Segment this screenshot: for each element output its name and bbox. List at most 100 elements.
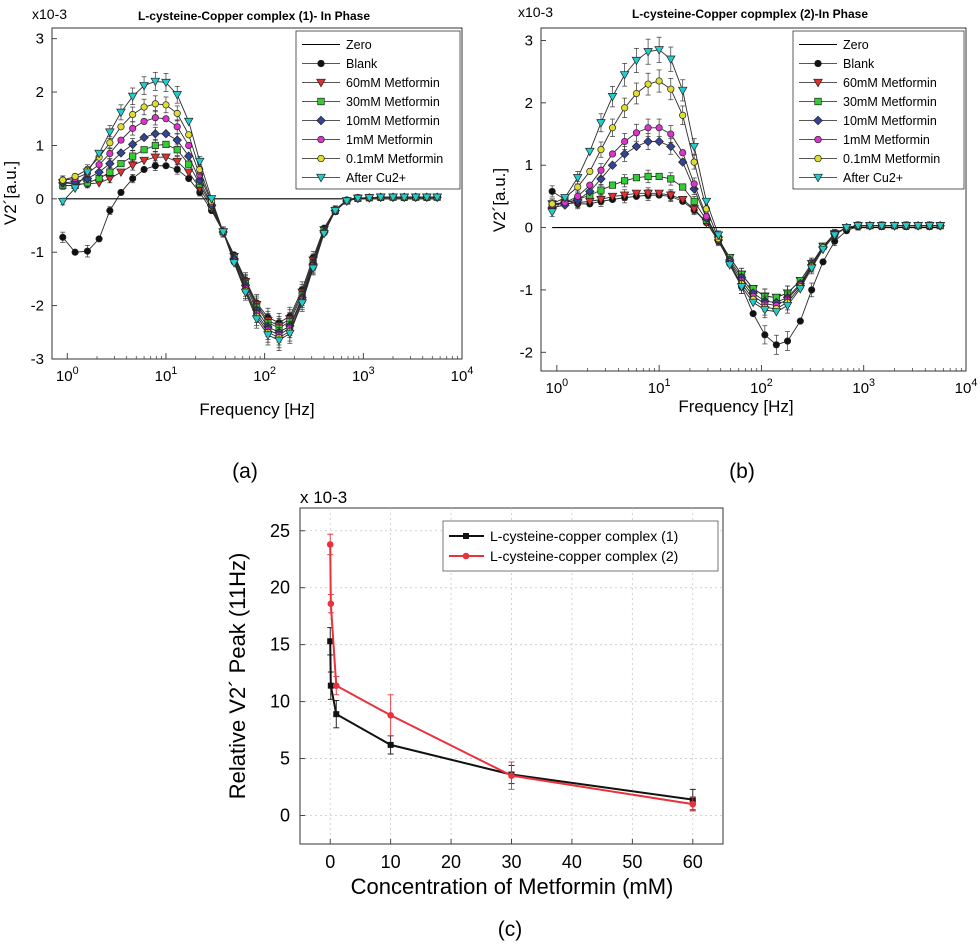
a-series-1mm-metformin-point [140, 117, 148, 125]
b-series-after-cu2-point [724, 261, 735, 270]
a-legend-0-1mm-metformin-label: 0.1mM Metformin [346, 152, 443, 166]
a-series-after-cu2-point [422, 193, 432, 203]
panel-b-exponent: x10-3 [518, 4, 553, 20]
a-series-60mm-metformin-point [139, 156, 149, 166]
a-series-after-cu2-point [319, 229, 329, 239]
b-y-tick-label: 1 [525, 157, 533, 174]
c-legend-l-cysteine-copper-complex-2-marker [462, 552, 470, 560]
c-series-l-cysteine-copper-complex-2-point [327, 600, 335, 607]
a-series-blank-point [162, 162, 170, 170]
a-series-0-1mm-metformin-point [59, 176, 67, 184]
panel-a-xlabel: Frequency [Hz] [199, 400, 314, 419]
a-series-blank-point [151, 162, 159, 170]
panel-a-grid [52, 38, 463, 360]
b-x-tick-label: 100 [545, 377, 568, 397]
panel-a-legend: Zero Blank 60mM Metformin 30mM Metformin 10m… [295, 30, 461, 190]
a-legend-after-cu2-label: After Cu2+ [346, 171, 406, 185]
b-series-0-1mm-metformin-point [597, 146, 605, 154]
a-series-after-cu2-point [263, 331, 273, 340]
b-series-30mm-metformin-point [667, 175, 675, 183]
b-series-after-cu2-point [560, 194, 570, 203]
a-y-tick-label: 3 [36, 31, 44, 48]
b-series-10mm-metformin-point [643, 136, 653, 147]
a-series-10mm-metformin-point [184, 151, 194, 161]
a-series-10mm-metformin-point [94, 167, 104, 177]
a-series-0-1mm-metformin-point [173, 109, 181, 117]
a-legend-box [295, 30, 461, 190]
b-series-after-cu2-point [631, 56, 642, 66]
b-series-after-cu2-point [901, 222, 911, 231]
b-series-after-cu2-point [619, 71, 630, 80]
panel-a-title: L-cysteine-Copper complex (1)- In Phase [138, 9, 370, 23]
b-series-after-cu2-point [760, 306, 770, 315]
a-series-after-cu2-point [229, 259, 239, 268]
b-series-0-1mm-metformin-point [548, 200, 556, 208]
a-series-blank-point [71, 248, 79, 256]
a-legend-1mm-metformin-marker [317, 135, 325, 144]
panel-c-exponent: x 10-3 [300, 488, 347, 507]
b-series-1mm-metformin-point [597, 166, 605, 174]
b-series-1mm-metformin-point [586, 181, 594, 189]
b-series-after-cu2-point [795, 285, 806, 294]
b-series-after-cu2-point [643, 48, 653, 57]
b-series-0-1mm-metformin-point [608, 124, 617, 132]
b-series-1mm-metformin-point [608, 150, 617, 158]
b-series-after-cu2-point [677, 86, 688, 96]
c-x-tick-label: 30 [501, 852, 521, 872]
a-series-after-cu2-point [183, 117, 194, 127]
a-series-10mm-metformin-point [127, 139, 138, 150]
b-x-tick-label: 104 [955, 377, 978, 397]
a-series-1mm-metformin-point [129, 124, 137, 132]
a-series-0-1mm-metformin-point [140, 103, 148, 111]
b-legend-60mm-metformin-marker [813, 78, 823, 88]
b-series-after-cu2-point [865, 222, 875, 231]
a-series-0-1mm-metformin-point [185, 131, 193, 139]
b-legend-blank-label: Blank [843, 57, 875, 71]
c-y-tick-label: 25 [270, 521, 290, 541]
b-series-30mm-metformin-point [655, 172, 663, 180]
a-legend-1mm-metformin-label: 1mM Metformin [346, 133, 433, 147]
b-series-after-cu2-point [572, 174, 583, 183]
b-series-1mm-metformin-point [574, 192, 582, 200]
a-legend-zero-label: Zero [346, 38, 372, 52]
a-x-tick-label: 102 [253, 365, 276, 385]
b-series-blank-point [783, 337, 792, 345]
a-series-after-cu2-point [70, 184, 80, 194]
b-legend-1mm-metformin-label: 1mM Metformin [843, 133, 930, 147]
a-series-after-cu2-point [150, 77, 161, 87]
a-series-60mm-metformin-point [172, 157, 183, 167]
panel-c-y-ticks: 0 5 10 15 20 25 [270, 521, 290, 826]
c-series-l-cysteine-copper-complex-1-point [333, 711, 340, 718]
c-series-l-cysteine-copper-complex-1-point [387, 741, 394, 748]
a-series-after-cu2-point [297, 299, 307, 308]
b-series-60mm-metformin-point [665, 191, 676, 201]
a-series-after-cu2-line [62, 80, 438, 341]
b-series-10mm-metformin-point [585, 186, 595, 197]
a-legend-blank-label: Blank [346, 57, 378, 71]
b-series-blank-point [749, 310, 757, 318]
b-x-tick-label: 103 [852, 377, 875, 397]
a-series-60mm-metformin-point [150, 153, 161, 163]
a-x-tick-label: 103 [352, 365, 375, 385]
a-series-1mm-metformin-point [162, 115, 170, 123]
panel-c-label: (c) [498, 918, 523, 941]
b-series-after-cu2-point [547, 208, 557, 217]
a-series-10mm-metformin-point [139, 132, 149, 143]
a-legend-0-1mm-metformin-marker [317, 154, 325, 163]
b-series-after-cu2-point [876, 222, 887, 231]
a-series-30mm-metformin-point [117, 160, 125, 168]
b-series-after-cu2-line [551, 49, 941, 313]
b-y-tick-label: 0 [525, 220, 533, 237]
b-series-10mm-metformin-point [666, 141, 676, 152]
c-x-tick-label: 40 [562, 852, 582, 872]
a-y-tick-label: -1 [31, 244, 44, 261]
a-series-30mm-metformin-point [140, 146, 148, 154]
a-series-after-cu2-point [375, 193, 386, 203]
a-series-0-1mm-metformin-point [162, 101, 170, 109]
c-y-tick-label: 20 [270, 578, 290, 598]
a-x-tick-label: 104 [451, 365, 474, 385]
a-series-after-cu2 [57, 71, 442, 351]
a-series-after-cu2-point [341, 197, 352, 206]
panel-a-ylabel: V2´[a.u.] [1, 161, 20, 225]
b-series-0-1mm-metformin-point [655, 77, 663, 85]
